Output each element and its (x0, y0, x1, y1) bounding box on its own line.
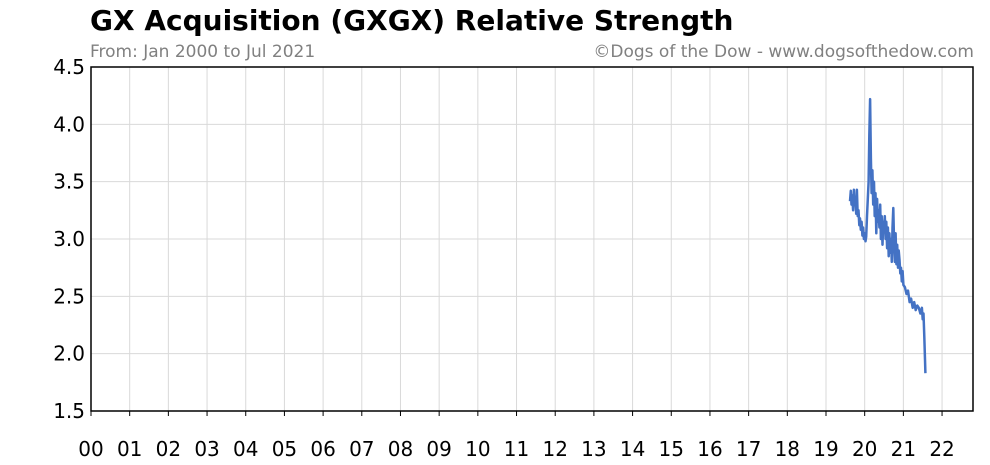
y-tick-label: 2.0 (53, 342, 85, 366)
x-tick-label: 11 (504, 437, 529, 461)
x-tick-label: 05 (272, 437, 297, 461)
x-tick-label: 00 (78, 437, 103, 461)
y-axis-ticks: 1.5 2.0 2.5 3.0 3.5 4.0 4.5 (53, 55, 85, 423)
y-tick-label: 4.0 (53, 112, 85, 136)
plot-area-frame (90, 66, 974, 412)
y-tick-label: 3.0 (53, 227, 85, 251)
date-range-subtitle: From: Jan 2000 to Jul 2021 (90, 42, 316, 62)
x-tick-label: 07 (349, 437, 374, 461)
y-tick-label: 3.5 (53, 170, 85, 194)
x-axis-ticks: 00 01 02 03 04 05 06 07 08 09 10 11 12 13 14 15 16 17 18 19… (78, 411, 955, 461)
chart-title: GX Acquisition (GXGX) Relative Strength (90, 4, 734, 37)
x-tick-label: 18 (775, 437, 800, 461)
gridlines (91, 67, 973, 411)
y-tick-label: 1.5 (53, 399, 85, 423)
x-tick-label: 21 (891, 437, 916, 461)
source-credit: ©Dogs of the Dow - www.dogsofthedow.com (593, 42, 974, 62)
x-tick-label: 17 (736, 437, 761, 461)
x-tick-label: 20 (852, 437, 877, 461)
x-tick-label: 10 (465, 437, 490, 461)
x-tick-label: 15 (659, 437, 684, 461)
x-tick-label: 08 (388, 437, 413, 461)
x-tick-label: 16 (697, 437, 722, 461)
x-tick-label: 13 (581, 437, 606, 461)
x-tick-label: 14 (620, 437, 645, 461)
x-tick-label: 19 (813, 437, 838, 461)
x-tick-label: 02 (156, 437, 181, 461)
y-tick-label: 2.5 (53, 284, 85, 308)
x-tick-label: 22 (929, 437, 954, 461)
x-tick-label: 01 (117, 437, 142, 461)
x-tick-label: 03 (194, 437, 219, 461)
x-tick-label: 12 (542, 437, 567, 461)
x-tick-label: 06 (310, 437, 335, 461)
series-layer (848, 97, 927, 374)
y-tick-label: 4.5 (53, 55, 85, 79)
relative-strength-line (848, 97, 927, 374)
x-tick-label: 09 (426, 437, 451, 461)
x-tick-label: 04 (233, 437, 258, 461)
